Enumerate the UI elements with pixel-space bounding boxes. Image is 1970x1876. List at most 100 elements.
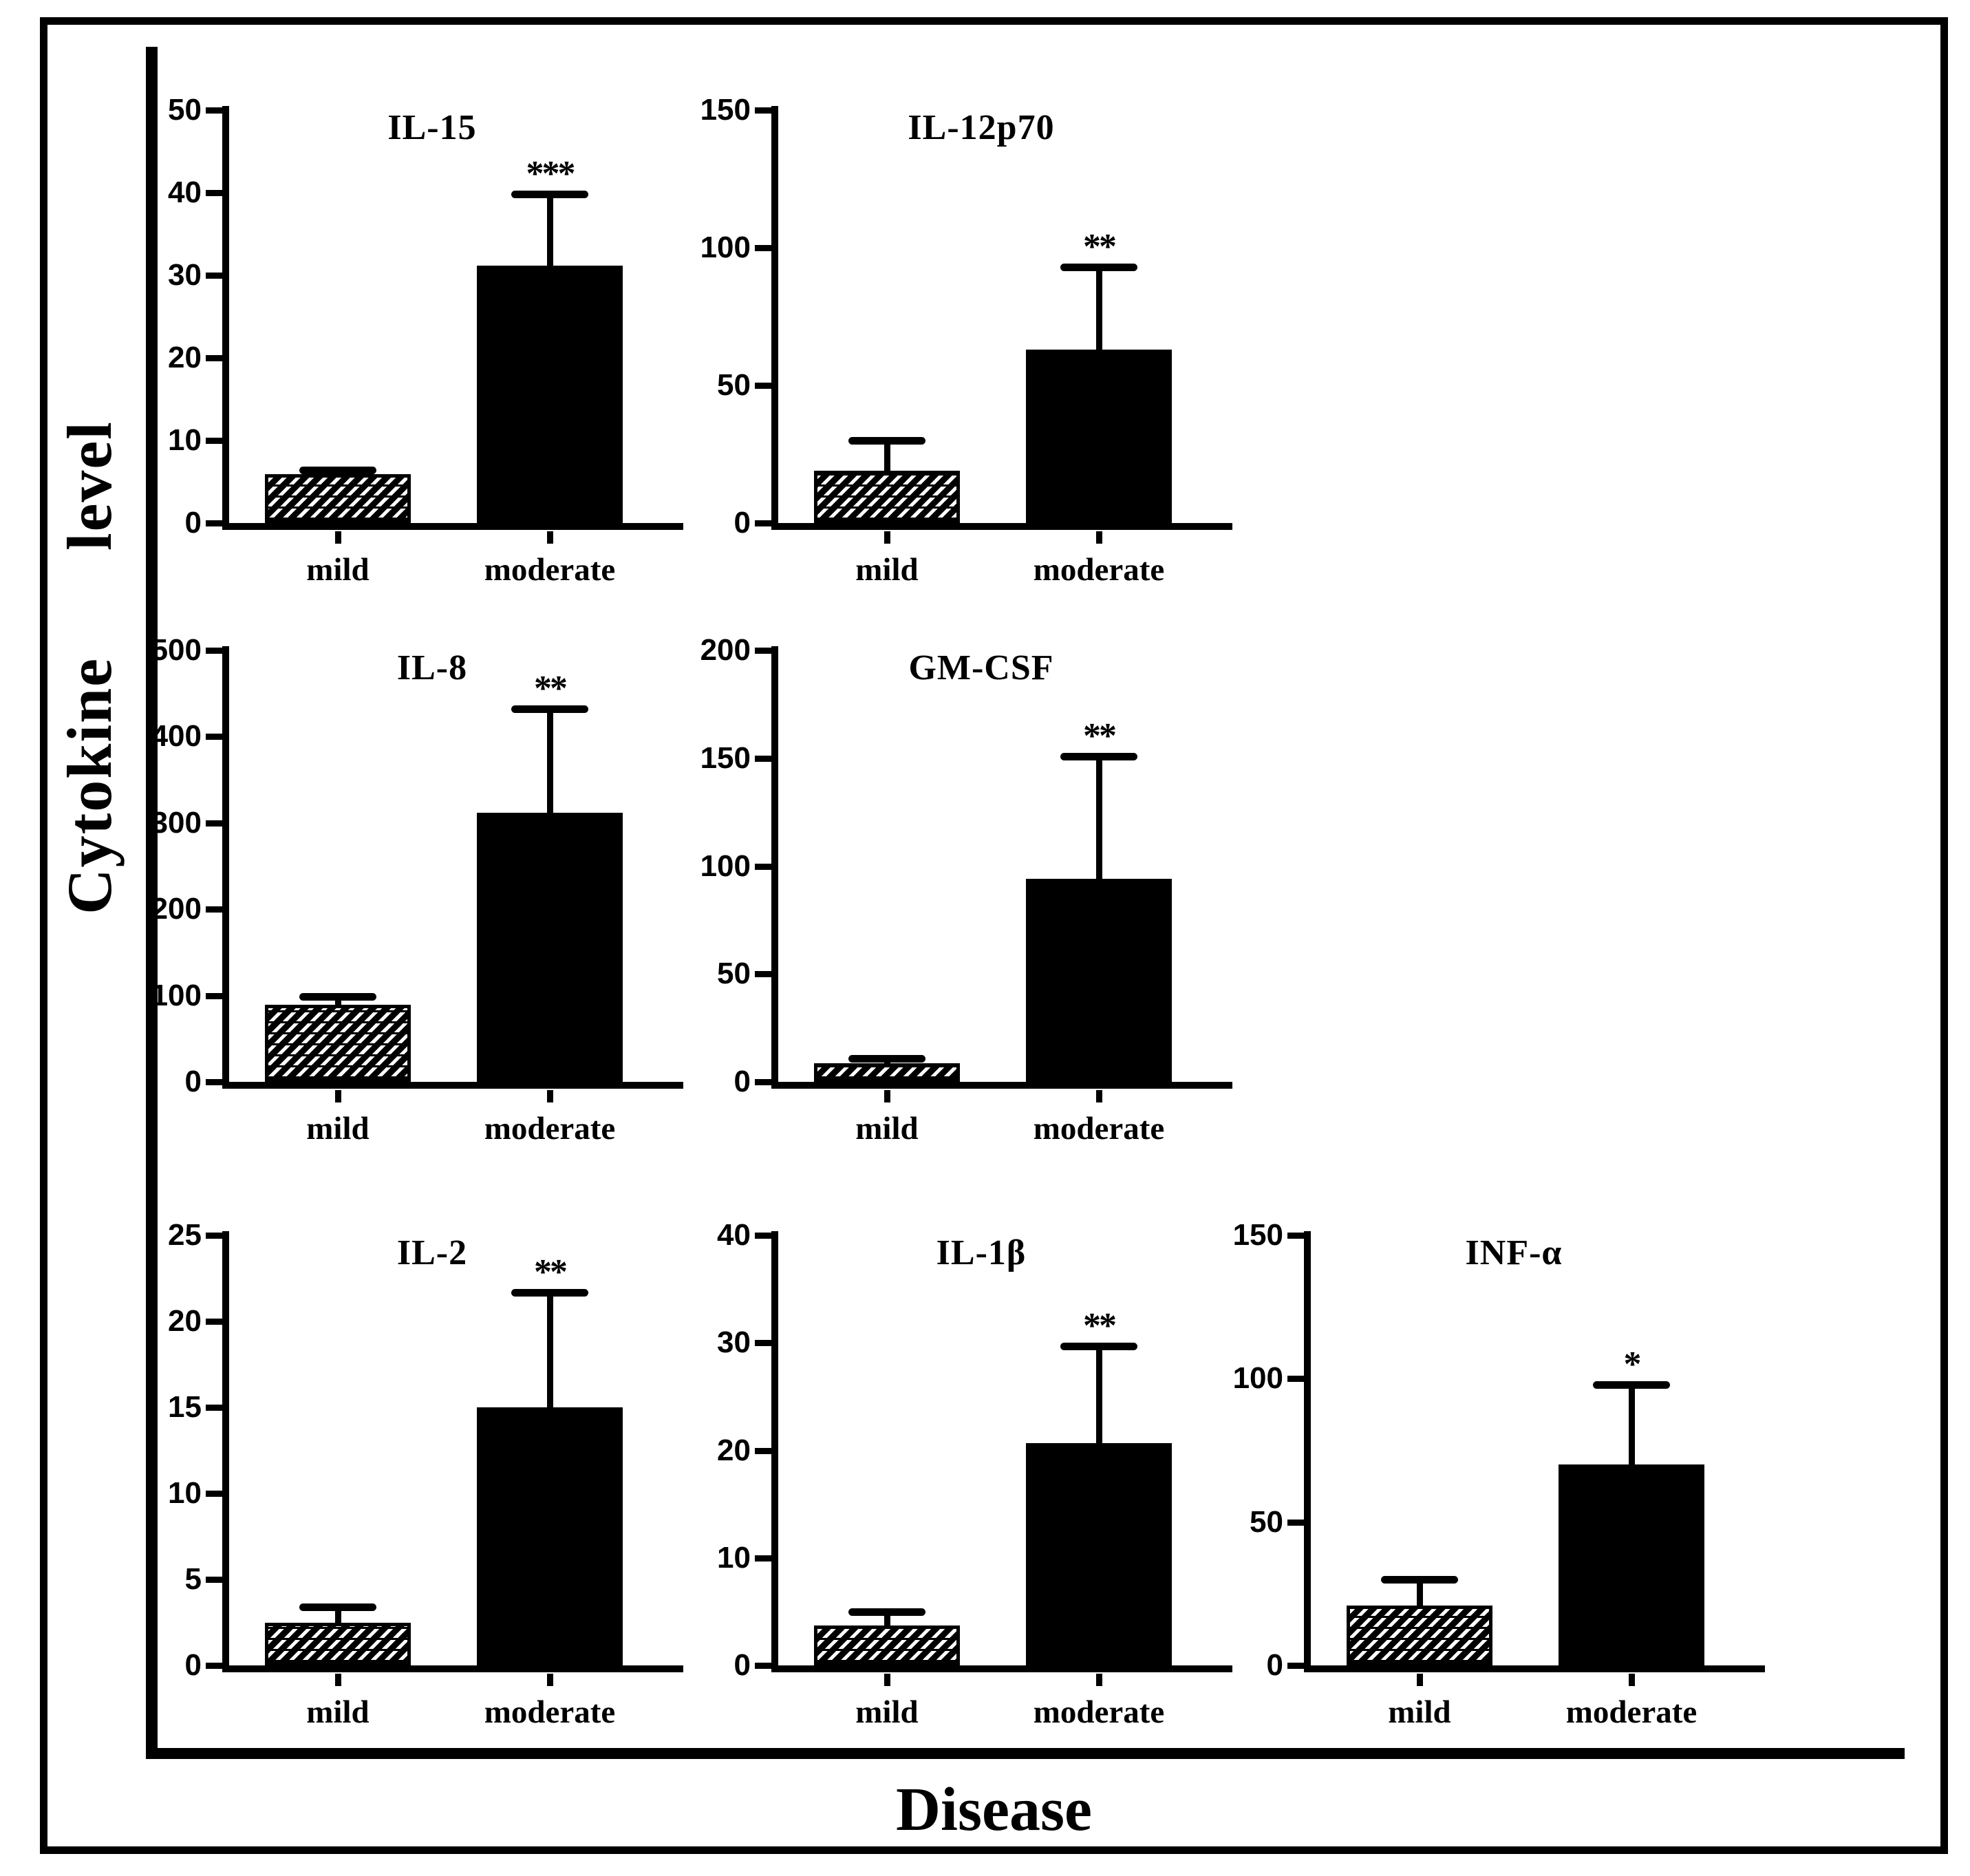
y-tick-label-infa: 50 (1250, 1504, 1283, 1539)
category-tick-il2 (547, 1674, 553, 1686)
y-tick-il2 (206, 1405, 222, 1411)
significance-stars-il1b: ** (1083, 1305, 1117, 1345)
y-tick-label-il8: 0 (184, 1065, 202, 1098)
y-tick-label-il2: 5 (184, 1562, 202, 1596)
bar-mild-il15 (265, 474, 411, 523)
x-baseline-il1b (771, 1665, 1232, 1672)
y-tick-il1b (755, 1663, 771, 1669)
category-tick-il1b (1096, 1674, 1102, 1686)
error-cap-mild-il2 (299, 1603, 376, 1611)
bar-moderate-gmcsf (1026, 879, 1172, 1082)
y-tick-label-il12p70: 0 (734, 506, 751, 540)
y-tick-il8 (206, 1079, 222, 1085)
y-tick-infa (1287, 1663, 1304, 1669)
bar-mild-infa (1347, 1605, 1492, 1665)
y-tick-il15 (206, 520, 222, 526)
y-tick-label-il2: 15 (168, 1390, 202, 1424)
category-tick-il12p70 (884, 531, 890, 544)
y-tick-label-il8: 100 (151, 978, 202, 1012)
chart-title-infa: INF-α (1465, 1233, 1563, 1272)
y-tick-il12p70 (755, 520, 771, 526)
y-tick-label-infa: 0 (1266, 1648, 1283, 1682)
y-tick-label-il12p70: 50 (717, 368, 751, 402)
y-tick-label-il2: 0 (184, 1648, 202, 1682)
category-tick-il15 (335, 531, 341, 544)
chart-title-il1b: IL-1β (936, 1233, 1027, 1272)
error-bar-mild-infa (1417, 1579, 1423, 1608)
y-tick-il2 (206, 1233, 222, 1239)
bar-mild-il2 (265, 1622, 411, 1665)
chart-title-gmcsf: GM-CSF (908, 648, 1054, 687)
bar-moderate-il1b (1026, 1442, 1172, 1665)
bar-mild-il1b (814, 1625, 960, 1665)
chart-title-il8: IL-8 (396, 648, 468, 687)
category-label-moderate-il12p70: moderate (1033, 552, 1165, 588)
y-tick-label-gmcsf: 150 (700, 740, 751, 775)
error-cap-moderate-il2 (511, 1288, 588, 1297)
error-cap-moderate-il12p70 (1060, 264, 1137, 271)
category-label-mild-il15: mild (306, 552, 370, 588)
error-bar-mild-il8 (335, 996, 341, 1008)
y-tick-il12p70 (755, 107, 771, 114)
y-axis-line-il2 (222, 1231, 229, 1672)
y-tick-il15 (206, 438, 222, 444)
error-cap-mild-il15 (299, 467, 376, 475)
y-tick-il1b (755, 1233, 771, 1239)
bar-mild-gmcsf (814, 1063, 960, 1082)
y-tick-label-il8: 500 (151, 633, 202, 667)
category-label-moderate-il8: moderate (484, 1111, 616, 1147)
y-tick-label-il8: 300 (151, 805, 202, 840)
error-bar-mild-il2 (335, 1607, 341, 1625)
y-tick-il2 (206, 1577, 222, 1583)
category-tick-il8 (547, 1090, 553, 1102)
category-label-mild-il1b: mild (855, 1694, 919, 1730)
category-tick-il12p70 (1096, 531, 1102, 544)
error-cap-mild-il1b (848, 1608, 925, 1616)
significance-stars-il12p70: ** (1083, 227, 1117, 266)
y-tick-gmcsf (755, 863, 771, 870)
x-baseline-il8 (222, 1082, 683, 1089)
error-cap-mild-infa (1381, 1576, 1458, 1584)
y-tick-gmcsf (755, 971, 771, 978)
x-baseline-gmcsf (771, 1082, 1232, 1089)
error-bar-moderate-infa (1629, 1384, 1635, 1468)
y-tick-label-gmcsf: 200 (700, 633, 751, 667)
significance-stars-il8: ** (534, 669, 568, 709)
category-tick-il1b (884, 1674, 890, 1686)
category-label-mild-il12p70: mild (855, 552, 919, 588)
y-tick-label-il2: 10 (168, 1476, 202, 1510)
x-baseline-il2 (222, 1665, 683, 1672)
y-tick-label-il1b: 10 (717, 1540, 751, 1575)
bar-moderate-il15 (477, 265, 623, 523)
error-cap-mild-il8 (299, 992, 376, 1001)
y-tick-label-il2: 20 (168, 1304, 202, 1338)
y-tick-il15 (206, 107, 222, 114)
error-bar-moderate-il15 (547, 194, 553, 268)
bar-mild-il8 (265, 1005, 411, 1082)
y-axis-line-il15 (222, 106, 229, 530)
y-tick-il12p70 (755, 245, 771, 251)
significance-stars-il2: ** (534, 1252, 568, 1292)
error-bar-moderate-il1b (1096, 1345, 1102, 1446)
category-label-moderate-gmcsf: moderate (1033, 1111, 1165, 1147)
error-bar-mild-il1b (884, 1611, 890, 1629)
y-tick-label-il15: 50 (168, 93, 202, 127)
y-tick-infa (1287, 1376, 1304, 1383)
category-label-moderate-il2: moderate (484, 1694, 616, 1730)
y-tick-label-il2: 25 (168, 1218, 202, 1252)
y-tick-label-il1b: 20 (717, 1433, 751, 1467)
x-baseline-il15 (222, 523, 683, 530)
bar-moderate-infa (1559, 1464, 1704, 1665)
significance-stars-infa: * (1623, 1344, 1642, 1384)
y-tick-label-il15: 30 (168, 258, 202, 292)
y-tick-label-il12p70: 150 (700, 93, 751, 127)
error-cap-moderate-infa (1593, 1381, 1670, 1389)
y-tick-il8 (206, 992, 222, 999)
category-tick-il8 (335, 1090, 341, 1102)
error-bar-mild-il12p70 (884, 440, 890, 473)
y-tick-label-infa: 100 (1232, 1361, 1283, 1396)
y-tick-label-il15: 20 (168, 341, 202, 374)
category-tick-infa (1629, 1674, 1635, 1686)
y-tick-label-il1b: 30 (717, 1325, 751, 1360)
